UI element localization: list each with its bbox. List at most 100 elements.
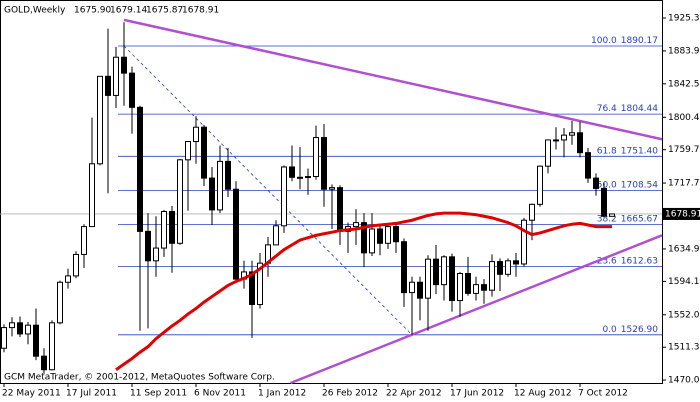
candle-body — [81, 226, 87, 255]
candle-body — [193, 126, 199, 143]
y-tick-label: 1634.9 — [668, 244, 700, 254]
plot-area: 100.0 1890.17 76.4 1804.44 61.8 1751.40 50.0 17… — [0, 18, 663, 385]
fib-ratio: 61.8 — [597, 146, 617, 156]
candle-body — [65, 275, 71, 283]
fib-ratio: 100.0 — [591, 35, 617, 45]
moving-average — [115, 211, 612, 371]
y-tick-label: 1594.10 — [668, 277, 700, 287]
candle-body — [289, 166, 295, 178]
candle-body — [497, 261, 503, 275]
candle-body — [97, 75, 103, 165]
candle-body — [89, 163, 95, 228]
trendline — [123, 18, 663, 141]
candle-body — [489, 261, 495, 291]
y-tick-label: 1552.05 — [668, 310, 700, 320]
candle-body — [337, 187, 343, 232]
candle-body — [577, 132, 583, 154]
last-price-label: 1678.91 — [665, 209, 700, 219]
candle-body — [529, 203, 535, 221]
x-tick-label: 1 Jan 2012 — [258, 389, 306, 399]
candle-body — [25, 324, 31, 335]
candle-body — [569, 132, 575, 136]
candle-body — [257, 262, 263, 306]
x-tick-label: 12 Aug 2012 — [514, 389, 572, 399]
candle-body — [17, 322, 23, 335]
candle-body — [225, 160, 231, 190]
candle-body — [177, 159, 183, 244]
candle-body — [313, 137, 319, 178]
candle-body — [217, 160, 223, 211]
y-tick-label: 1883.95 — [668, 46, 700, 56]
candle-body — [137, 106, 143, 232]
candle-body — [609, 213, 615, 217]
y-tick-label: 1800.42 — [668, 113, 700, 123]
symbol-title: GOLD,Weekly — [4, 6, 66, 16]
fib-ratio: 50.0 — [597, 180, 617, 190]
y-tick-label: 1925.35 — [668, 14, 700, 24]
fib-label: 23.6 1612.63 — [597, 256, 658, 266]
fib-price: 1751.40 — [621, 146, 658, 156]
candle-body — [73, 253, 79, 277]
candle-body — [145, 230, 151, 262]
y-tick-label: 1717.75 — [668, 179, 700, 189]
candle-body — [369, 228, 375, 254]
candle-body — [433, 258, 439, 286]
candle-body — [513, 260, 519, 265]
candle-body — [185, 141, 191, 161]
candle-body — [273, 225, 279, 246]
candle-body — [113, 56, 119, 96]
candle-body — [449, 256, 455, 302]
ohlc-open: 1675.90 — [74, 6, 111, 16]
trendline — [290, 234, 663, 385]
candle-body — [49, 322, 55, 371]
ohlc-close: 1678.91 — [182, 6, 219, 16]
fib-ratio: 76.4 — [597, 104, 617, 114]
candle-body — [457, 273, 463, 302]
candle-body — [169, 210, 175, 244]
candle-body — [409, 281, 415, 294]
candle-body — [57, 281, 63, 324]
candle-body — [1, 327, 7, 349]
fib-price: 1612.63 — [621, 256, 658, 266]
fib-anchor-line — [123, 45, 413, 336]
x-tick-label: 11 Sep 2011 — [130, 389, 187, 399]
candle-body — [385, 226, 391, 244]
candle-body — [249, 271, 255, 306]
footer: GCM MetaTrader, © 2001-2012, MetaQuotes … — [4, 373, 275, 383]
candle-body — [41, 355, 47, 371]
candle-body — [321, 137, 327, 190]
ohlc-high: 1679.14 — [110, 6, 147, 16]
fib-ratio: 38.2 — [597, 214, 617, 224]
candle-body — [105, 75, 111, 96]
candle-body — [537, 165, 543, 205]
last-price-box — [662, 207, 700, 220]
x-tick-label: 6 Nov 2011 — [194, 389, 246, 399]
candle-body — [153, 247, 159, 262]
candle-body — [505, 260, 511, 275]
candle-body — [473, 284, 479, 294]
y-tick-label: 1470.05 — [668, 376, 700, 386]
candle-body — [129, 72, 135, 108]
candle-body — [209, 177, 215, 211]
candle-body — [593, 177, 599, 189]
candle-body — [585, 152, 591, 179]
candle-body — [425, 258, 431, 299]
candle-body — [401, 241, 407, 294]
ohlc-low: 1675.87 — [146, 6, 183, 16]
candle-body — [417, 281, 423, 299]
x-tick-label: 17 Jun 2012 — [450, 389, 504, 399]
x-tick-label: 22 Apr 2012 — [386, 389, 442, 399]
fib-ratio: 23.6 — [597, 256, 617, 266]
fib-label: 50.0 1708.54 — [597, 180, 659, 190]
y-tick-label: 1511.30 — [668, 343, 700, 353]
candle-body — [161, 210, 167, 249]
fib-price: 1708.54 — [621, 180, 658, 190]
candle-body — [377, 228, 383, 244]
candle-body — [521, 219, 527, 265]
y-tick-label: 1842.55 — [668, 79, 700, 89]
fib-ratio: 0.0 — [602, 324, 617, 334]
candle-body — [233, 188, 239, 280]
candle-body — [33, 324, 39, 357]
fib-price: 1665.67 — [621, 214, 658, 224]
